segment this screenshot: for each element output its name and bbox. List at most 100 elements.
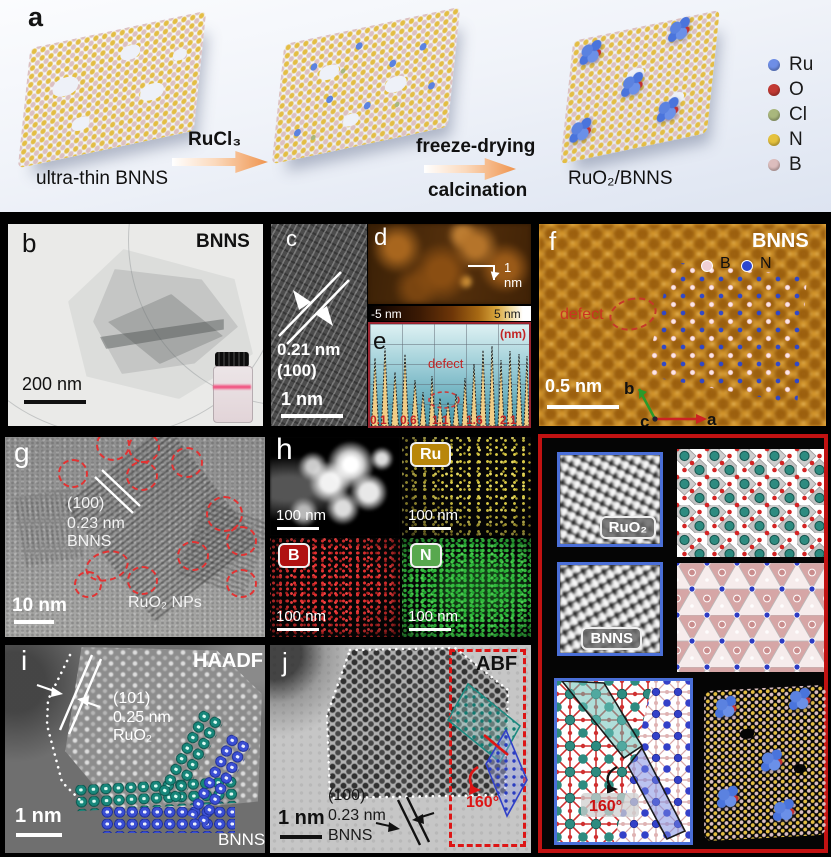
b-atom-key-dot <box>701 260 713 272</box>
ruo2-cluster <box>714 695 741 721</box>
axis-c-label: c <box>640 412 650 426</box>
ruo2-sim-badge: RuO₂ <box>599 516 656 539</box>
legend-row-ru: Ru <box>768 54 813 76</box>
vacancy-hole <box>51 74 80 99</box>
xtick-2: 1.1 <box>432 413 449 427</box>
ru-legend-dot <box>768 59 780 71</box>
panel-b-scalebar <box>24 400 86 404</box>
panel-c-spacing: 0.21 nm <box>277 340 341 359</box>
reaction-arrow-1 <box>172 151 268 173</box>
panel-c-scalebar-text: 1 nm <box>281 389 324 409</box>
ru-ion <box>310 62 318 72</box>
vacancy-hole <box>318 62 340 82</box>
panel-f-defect-label: defect <box>560 306 604 323</box>
panel-h-ru-map: Ru 100 nm <box>402 437 531 536</box>
ru-ion <box>363 101 372 111</box>
panel-f-scalebar-text: 0.5 nm <box>545 376 603 396</box>
vacancy-hole <box>384 74 408 95</box>
legend-row-b: B <box>768 154 802 176</box>
panel-b-tem-bnns: b BNNS 200 nm <box>8 224 263 426</box>
panel-j-material: BNNS <box>328 827 373 844</box>
bnns-simulated-image: BNNS <box>557 562 663 656</box>
panel-i-scalebar <box>16 833 62 837</box>
panel-d-scalebar-text: 1 nm <box>504 260 523 290</box>
afm-colorbar: -5 nm 5 nm <box>368 306 531 321</box>
np-circle <box>74 571 102 598</box>
tyndall-laser-beam <box>213 384 251 390</box>
ruo2-cluster <box>666 15 695 46</box>
panel-h-n-map: N 100 nm <box>402 538 531 637</box>
panel-i-substrate: BNNS <box>218 830 265 849</box>
haadf-overview <box>270 437 400 536</box>
bnns-sim-badge: BNNS <box>581 627 642 650</box>
colorbar-max: 5 nm <box>494 307 521 321</box>
cl-legend-dot <box>768 109 780 121</box>
panel-d-label: d <box>374 224 388 251</box>
cl-legend-label: Cl <box>789 104 807 125</box>
b-scalebar-text: 100 nm <box>276 608 327 625</box>
ru-ion <box>419 42 427 52</box>
rucl3-arrow-label: RuCl₃ <box>188 129 242 150</box>
n-legend-label: N <box>789 129 803 150</box>
n-scalebar <box>409 628 451 631</box>
ruo2-crystal-structure <box>677 449 824 557</box>
interface-model: 160° <box>554 678 693 845</box>
panel-f-atomic-bnns: f BNNS B N defect 0.5 nm b a c <box>539 224 826 426</box>
height-profile-chart <box>370 345 529 426</box>
bn-crystal-structure <box>677 563 824 672</box>
ruo2-cluster <box>787 687 814 713</box>
abf-roi-dashed-rect <box>449 649 526 847</box>
haadf-scalebar <box>277 527 319 530</box>
panel-c-hrtem-bnns: c 0.21 nm (100) 1 nm <box>271 224 367 426</box>
panel-f-label: f <box>549 226 557 256</box>
colorbar-min: -5 nm <box>371 307 402 321</box>
bnns-sheet-pristine <box>17 10 207 169</box>
np-circle <box>226 526 257 556</box>
ru-map-badge: Ru <box>410 442 452 467</box>
panel-j-plane: (100) <box>328 787 366 804</box>
interface-angle-label: 160° <box>589 798 622 815</box>
ru-legend-label: Ru <box>789 54 814 75</box>
panel-b-label: b <box>22 228 37 258</box>
panel-g-label: g <box>14 437 30 468</box>
vacancy-hole <box>342 111 360 128</box>
n-atom-key-label: N <box>760 255 772 272</box>
np-circle <box>171 447 203 478</box>
b-atom-key-label: B <box>720 255 731 272</box>
vacancy-hole <box>139 80 165 103</box>
ru-ion <box>325 94 334 104</box>
panel-i-label: i <box>21 645 28 676</box>
panel-d-afm: d 1 nm <box>368 224 531 304</box>
axis-a-label: a <box>707 410 717 426</box>
reaction-arrow-2 <box>424 158 516 180</box>
panel-g-spacing: 0.23 nm <box>67 515 125 532</box>
ruo2-bnns-3d-model <box>704 684 826 842</box>
n-map-badge: N <box>410 543 442 568</box>
panel-i-material: RuO₂ <box>113 727 153 744</box>
afm-topography <box>368 224 531 304</box>
panel-a-label: a <box>28 2 44 32</box>
panel-j-label: j <box>282 647 288 677</box>
panel-e-defect-label: defect <box>428 356 464 371</box>
panel-j-spacing: 0.23 nm <box>328 807 386 824</box>
n-legend-dot <box>768 134 780 146</box>
vial-cap <box>215 352 249 367</box>
ru-scalebar-text: 100 nm <box>408 507 459 524</box>
crystal-axes <box>637 388 707 424</box>
panel-h-b-map: B 100 nm <box>270 538 400 637</box>
np-circle <box>126 461 158 491</box>
sheet1-caption: ultra-thin BNNS <box>36 168 168 189</box>
panel-j-scalebar <box>280 835 322 839</box>
b-legend-dot <box>768 159 780 171</box>
panel-j-abf-particle: 160° j ABF (100) 0.23 nm BNNS 1 nm <box>270 645 531 853</box>
n-scalebar-text: 100 nm <box>408 608 459 625</box>
panel-i-plane: (101) <box>113 690 151 707</box>
ruo2-structure-drawing <box>677 449 824 557</box>
cl-ion <box>310 134 316 141</box>
panel-i-haadf-particle: i HAADF (101) 0.25 nm RuO₂ 1 nm BNNS <box>5 645 265 853</box>
b-map-badge: B <box>278 543 310 568</box>
afm-scale-arrow <box>468 265 500 280</box>
ruo2-simulated-image: RuO₂ <box>557 452 663 547</box>
panel-f-material-tag: BNNS <box>752 230 809 252</box>
